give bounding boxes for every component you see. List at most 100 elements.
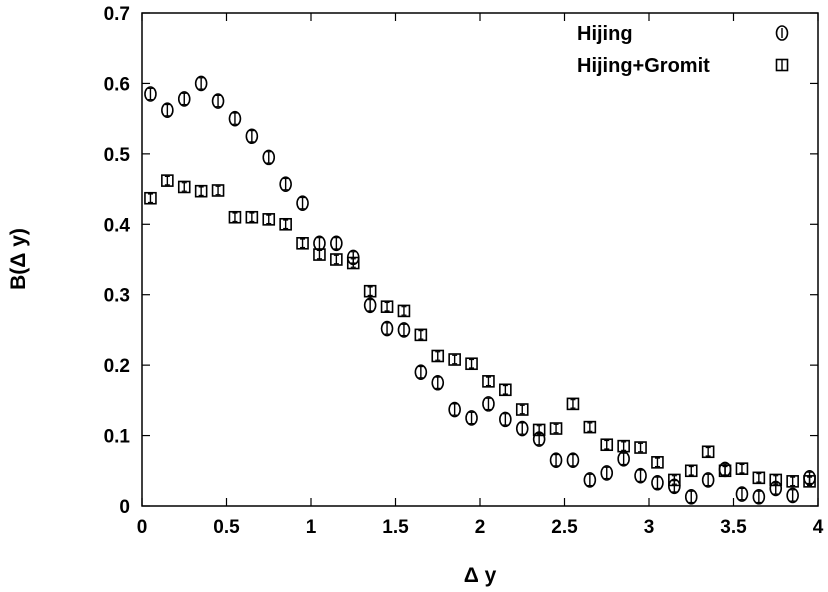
data-point [414,364,428,380]
data-point [617,439,630,453]
legend-markers [775,25,789,72]
data-point [296,237,309,250]
data-point [668,473,681,487]
data-point [769,473,783,487]
x-tick-label: 2.5 [551,517,578,538]
data-point [228,210,242,224]
series-layer [144,75,816,505]
data-point [684,489,698,505]
x-axis-ticks: 0 0.5 1 1.5 2 2.5 3 3.5 4 [137,13,824,538]
data-point [177,180,191,194]
data-point [684,464,698,478]
x-tick-label: 2 [475,517,486,538]
y-tick-label: 0.1 [104,427,131,448]
legend-label-hijing: Hijing [577,23,633,45]
data-point [397,304,411,318]
data-point [330,235,343,252]
data-point [786,487,799,504]
data-point [499,383,512,397]
data-point [144,191,157,205]
data-point [245,128,259,145]
legend-marker-hijing [775,25,789,41]
y-tick-label: 0.3 [104,286,130,307]
plot-frame [141,12,819,507]
data-point [177,91,191,107]
x-tick-label: 1 [306,517,317,538]
data-point [380,320,394,337]
data-point [651,456,664,469]
data-point [448,401,461,418]
y-axis-ticks: 0 0.1 0.2 0.3 0.4 0.5 0.6 0.7 [104,4,818,518]
data-point [549,422,563,435]
legend-marker-hijing-gromit [775,58,789,72]
x-tick-label: 0 [137,517,148,538]
data-point [583,472,597,488]
data-point [194,184,208,198]
data-point [465,410,478,426]
x-tick-label: 1.5 [382,517,409,538]
data-point [194,75,208,92]
data-point [346,256,360,270]
data-point [735,462,749,475]
y-tick-label: 0.7 [104,4,130,25]
data-point [600,438,614,452]
data-point [532,423,546,437]
data-point [431,349,445,363]
y-tick-label: 0.5 [104,145,131,166]
data-point [465,357,478,371]
data-point [566,397,580,411]
data-point [313,248,326,261]
data-point [448,353,461,366]
data-point [803,475,816,488]
data-point [279,217,292,231]
x-tick-label: 3 [644,517,655,538]
data-point [262,213,276,226]
y-tick-label: 0.6 [104,74,130,95]
data-point [211,93,225,109]
data-point [296,195,309,211]
data-point [144,86,157,102]
legend: Hijing Hijing+Gromit [577,23,789,77]
data-point [735,486,749,502]
legend-label-hijing-gromit: Hijing+Gromit [577,55,710,77]
y-tick-label: 0 [119,497,130,518]
x-tick-label: 0.5 [213,517,240,538]
data-point [397,322,411,338]
data-point [515,420,529,437]
data-point [161,102,174,118]
data-point [431,374,445,391]
data-point [482,396,495,412]
data-point [414,328,428,342]
series-hijing [144,75,816,505]
data-point [245,210,259,224]
data-point [482,375,495,388]
data-point [330,253,343,266]
data-point [718,464,732,478]
data-point [279,176,292,192]
x-tick-label: 3.5 [720,517,747,538]
data-point [566,452,580,469]
y-tick-label: 0.4 [104,215,131,236]
data-point [363,297,377,314]
series-hijing-gromit [144,174,816,488]
data-point [515,403,529,416]
y-axis-title: B(Δ y) [7,228,30,290]
data-point [600,465,614,481]
data-point [363,284,377,298]
data-point [752,489,766,505]
x-tick-label: 4 [813,517,824,538]
data-point [752,471,766,485]
x-axis-title: Δ y [464,564,497,587]
data-point [651,474,664,491]
data-point [499,411,512,428]
data-point [549,452,563,469]
data-point [262,149,276,166]
data-point [211,184,225,197]
data-point [634,467,647,484]
data-point [701,472,715,488]
data-point [701,445,715,459]
data-point [583,420,597,434]
data-point [786,475,799,488]
data-point [161,174,174,187]
